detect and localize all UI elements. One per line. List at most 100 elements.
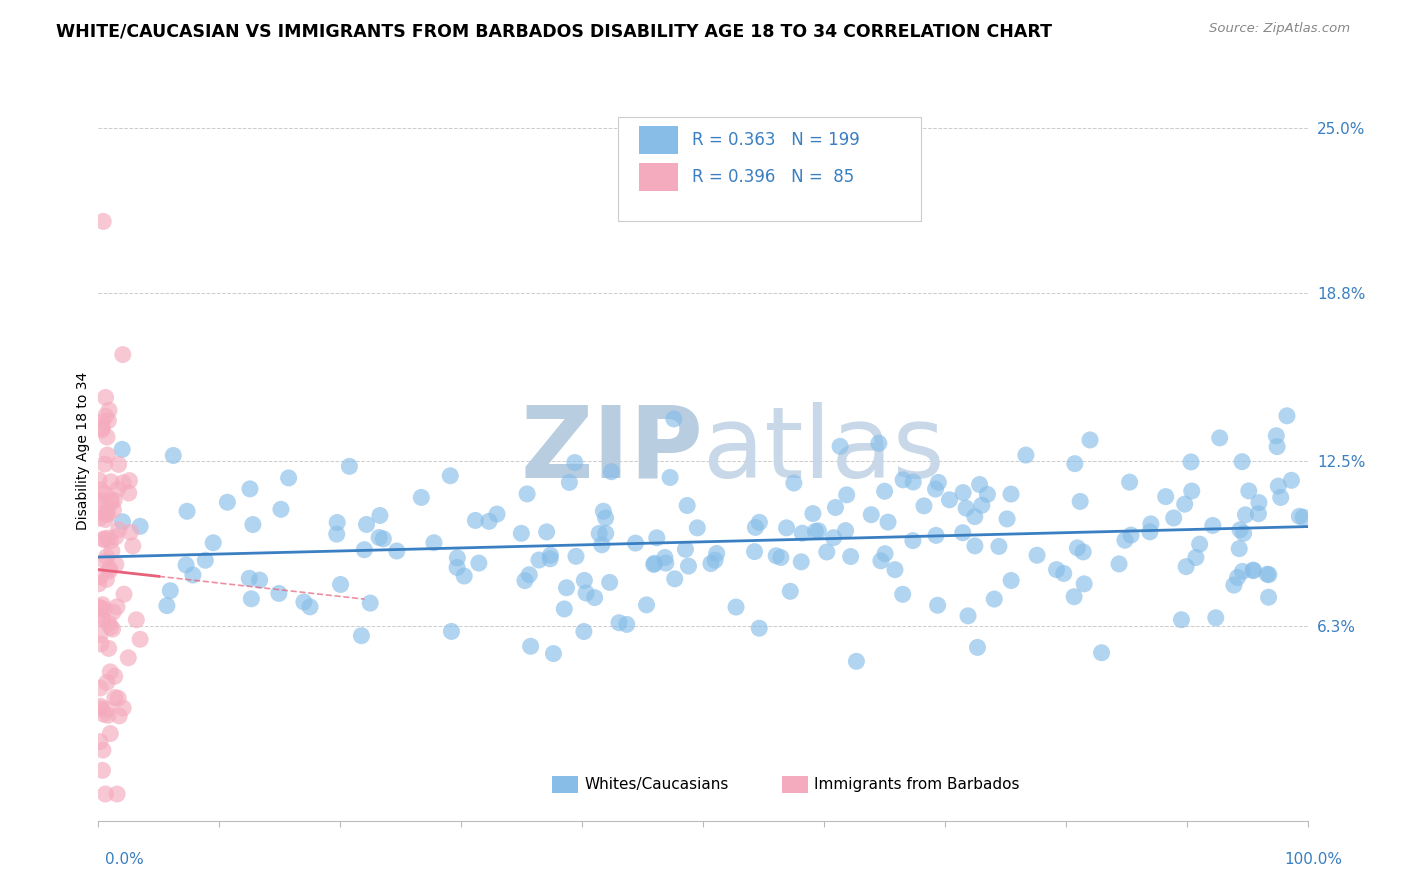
Point xyxy=(891,473,914,487)
Point xyxy=(242,517,264,532)
Point xyxy=(592,504,614,518)
Point xyxy=(105,599,128,614)
FancyBboxPatch shape xyxy=(782,776,808,792)
Point xyxy=(583,591,606,605)
Point xyxy=(107,523,129,537)
Point xyxy=(97,414,120,428)
Point xyxy=(112,587,135,601)
Point xyxy=(1241,564,1264,578)
Text: Source: ZipAtlas.com: Source: ZipAtlas.com xyxy=(1209,22,1350,36)
Point xyxy=(830,439,852,453)
Point xyxy=(912,499,935,513)
Text: Immigrants from Barbados: Immigrants from Barbados xyxy=(814,777,1019,792)
Point xyxy=(963,539,986,553)
Point xyxy=(107,691,129,706)
Point xyxy=(815,545,838,559)
Point xyxy=(104,530,127,544)
Point xyxy=(538,551,561,566)
Point xyxy=(845,654,868,668)
Point xyxy=(325,527,347,541)
Point xyxy=(678,559,700,574)
Point xyxy=(446,550,468,565)
Point xyxy=(368,508,391,523)
Point xyxy=(938,492,960,507)
Point xyxy=(93,457,115,471)
Point xyxy=(553,602,575,616)
Point xyxy=(105,787,128,801)
Point xyxy=(572,624,595,639)
Point xyxy=(238,571,260,585)
Point xyxy=(1292,510,1315,524)
Point xyxy=(98,564,121,578)
Point xyxy=(96,702,118,716)
Point xyxy=(565,549,588,564)
Point xyxy=(176,504,198,518)
Point xyxy=(901,533,924,548)
Point xyxy=(624,536,647,550)
Point xyxy=(1108,557,1130,571)
Point xyxy=(510,526,533,541)
Point xyxy=(1140,516,1163,531)
FancyBboxPatch shape xyxy=(638,163,678,191)
Point xyxy=(267,586,290,600)
Point xyxy=(270,502,292,516)
Point xyxy=(540,548,562,562)
Point xyxy=(970,498,993,512)
Point xyxy=(574,574,596,588)
Point xyxy=(1229,523,1251,537)
Point xyxy=(792,526,814,541)
Point xyxy=(1227,541,1250,556)
Point xyxy=(89,628,111,642)
Point xyxy=(97,641,120,656)
Point xyxy=(94,787,117,801)
Point xyxy=(963,509,986,524)
Point xyxy=(91,598,114,612)
Point xyxy=(129,632,152,647)
Point xyxy=(90,637,112,651)
Point xyxy=(94,487,117,501)
Point xyxy=(1000,574,1022,588)
Point xyxy=(90,483,112,497)
Point xyxy=(1071,545,1094,559)
Point xyxy=(368,531,391,545)
Point xyxy=(90,702,112,716)
Point xyxy=(1053,566,1076,581)
Point xyxy=(350,629,373,643)
Point xyxy=(87,576,110,591)
Point xyxy=(595,526,617,541)
Point xyxy=(655,556,678,570)
Text: 0.0%: 0.0% xyxy=(105,852,145,867)
Point xyxy=(1188,537,1211,551)
Point xyxy=(98,561,121,575)
Point xyxy=(983,592,1005,607)
Text: WHITE/CAUCASIAN VS IMMIGRANTS FROM BARBADOS DISABILITY AGE 18 TO 34 CORRELATION : WHITE/CAUCASIAN VS IMMIGRANTS FROM BARBA… xyxy=(56,22,1052,40)
Point xyxy=(636,598,658,612)
Point xyxy=(744,544,766,558)
Point xyxy=(103,493,125,508)
Point xyxy=(446,560,468,574)
Point xyxy=(464,513,486,527)
Point xyxy=(1015,448,1038,462)
Point xyxy=(925,528,948,542)
Point xyxy=(94,409,117,423)
Point xyxy=(111,442,134,457)
Point xyxy=(468,556,491,570)
Point xyxy=(801,507,824,521)
Point xyxy=(1234,508,1257,522)
Point xyxy=(595,511,617,525)
Point xyxy=(558,475,581,490)
Point xyxy=(89,699,111,714)
Point xyxy=(600,465,623,479)
Point xyxy=(1078,433,1101,447)
Point xyxy=(744,520,766,534)
Point xyxy=(995,512,1018,526)
Point xyxy=(1281,473,1303,487)
Point xyxy=(103,503,125,517)
Text: R = 0.363   N = 199: R = 0.363 N = 199 xyxy=(692,131,860,149)
Point xyxy=(903,475,925,489)
Point xyxy=(100,493,122,508)
Text: R = 0.396   N =  85: R = 0.396 N = 85 xyxy=(692,168,855,186)
Point xyxy=(98,403,121,417)
Point xyxy=(174,558,197,572)
Point xyxy=(329,577,352,591)
